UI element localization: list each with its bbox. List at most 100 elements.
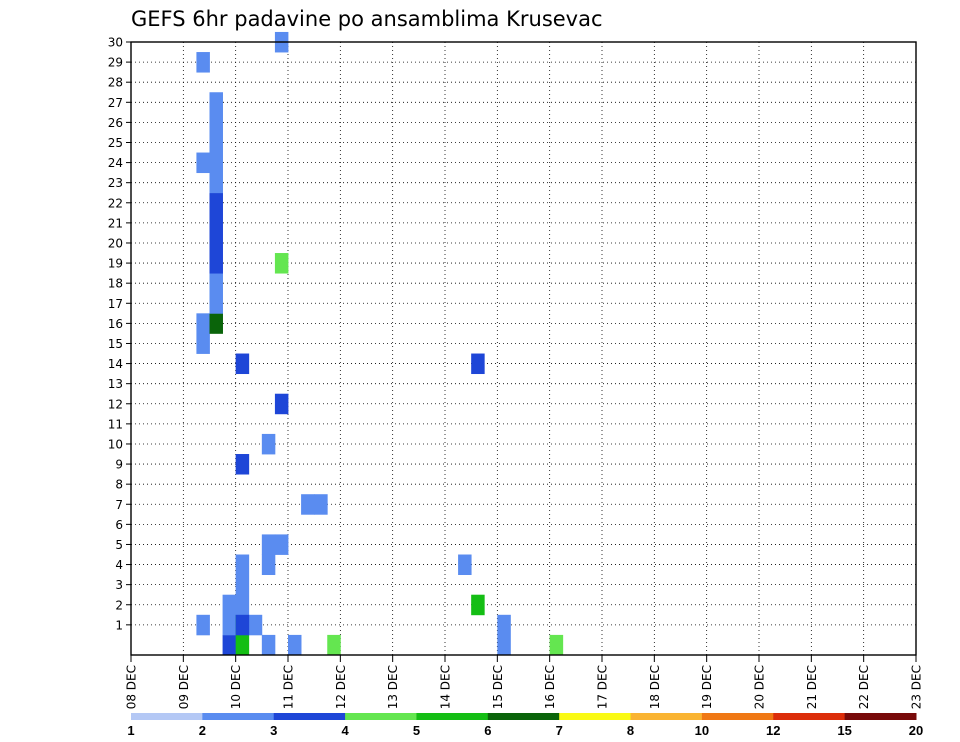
y-tick-label: 18 [108,277,123,291]
x-tick-label: 21 DEC [805,665,819,709]
x-axis: 08 DEC 09 DEC 10 DEC 11 DEC 12 DEC 13 DEC 14 D… [125,655,924,709]
heatmap-cell [549,634,564,656]
y-tick-label: 5 [115,538,123,552]
y-tick-label: 6 [115,518,123,532]
heatmap-cell [274,393,289,415]
heatmap-cell [196,152,210,174]
colorbar-segment [701,713,774,720]
y-tick-label: 26 [108,116,123,130]
x-tick-label: 14 DEC [439,665,453,709]
heatmap-cell [301,494,315,515]
colorbar-label: 4 [341,723,349,738]
chart-title: GEFS 6hr padavine po ansamblima Krusevac [131,7,603,31]
heatmap-cell [261,534,276,555]
y-tick-label: 17 [108,297,123,311]
heatmap-cell [196,313,210,354]
heatmap-cell [235,614,250,636]
heatmap-cell [209,273,223,314]
x-tick-label: 18 DEC [648,665,662,709]
x-tick-label: 08 DEC [125,665,139,709]
y-tick-label: 7 [115,498,123,512]
y-tick-label: 14 [108,357,123,371]
colorbar-label: 8 [627,723,634,738]
x-tick-label: 23 DEC [910,665,924,709]
x-tick-label: 20 DEC [753,665,767,709]
heatmap-cells [183,31,564,656]
heatmap-cell [235,554,250,616]
y-tick-label: 20 [108,236,123,250]
colorbar-segment [202,713,275,720]
colorbar-label: 7 [556,723,563,738]
colorbar-label: 12 [766,723,780,738]
y-tick-label: 1 [115,618,123,632]
y-tick-label: 2 [115,598,123,612]
y-tick-label: 28 [108,76,123,90]
colorbar-label: 3 [270,723,277,738]
x-tick-label: 22 DEC [857,665,871,709]
x-tick-label: 10 DEC [229,665,243,709]
heatmap-cell [458,554,472,576]
x-tick-label: 13 DEC [386,665,400,709]
heatmap-cell [471,594,485,616]
colorbar-segment [559,713,632,720]
colorbar-label: 2 [199,723,206,738]
y-tick-label: 22 [108,196,123,210]
y-tick-label: 27 [108,96,123,110]
heatmap-cell [314,494,328,515]
heatmap-cell [274,253,289,274]
heatmap-cell [288,634,302,656]
y-tick-label: 10 [108,437,123,451]
colorbar-segment [416,713,489,720]
heatmap-cell [235,454,250,475]
heatmap-cell [209,192,223,274]
heatmap-cell [261,433,276,455]
x-tick-label: 17 DEC [596,665,610,709]
heatmap-cell [196,614,210,636]
y-tick-label: 29 [108,56,123,70]
y-tick-label: 24 [108,156,123,170]
colorbar: 1 2 3 4 5 6 7 8 10 12 15 20 [127,713,923,738]
y-tick-label: 8 [115,478,123,492]
heatmap-cell [209,313,223,334]
heatmap-cell [497,614,511,656]
colorbar-segment [487,713,560,720]
y-tick-label: 3 [115,578,123,592]
heatmap-cell [222,634,237,656]
heatmap-cell [209,92,223,194]
colorbar-segment [844,713,917,720]
colorbar-segment [630,713,703,720]
y-tick-label: 9 [115,458,123,472]
colorbar-label: 5 [413,723,420,738]
heatmap-cell [261,634,276,656]
colorbar-label: 15 [837,723,851,738]
x-tick-label: 19 DEC [700,665,714,709]
colorbar-label: 6 [484,723,491,738]
colorbar-segment [773,713,846,720]
heatmap-cell [274,534,289,555]
y-tick-label: 4 [115,558,123,572]
x-tick-label: 11 DEC [282,665,296,709]
heatmap-cell [471,353,485,375]
y-tick-label: 30 [108,36,123,50]
y-tick-label: 16 [108,317,123,331]
x-tick-label: 16 DEC [543,665,557,709]
heatmap-cell [222,594,237,636]
x-tick-label: 12 DEC [334,665,348,709]
y-tick-label: 21 [108,216,123,230]
colorbar-segment [131,713,203,720]
heatmap-cell [327,634,341,656]
colorbar-label: 10 [695,723,709,738]
x-tick-label: 09 DEC [177,665,191,709]
colorbar-label: 20 [909,723,923,738]
y-axis: 1234567891011121314151617181920212223242… [108,36,131,632]
x-tick-label: 15 DEC [491,665,505,709]
y-tick-label: 25 [108,136,123,150]
y-tick-label: 13 [108,377,123,391]
y-tick-label: 15 [108,337,123,351]
heatmap-cell [261,554,276,576]
y-tick-label: 12 [108,397,123,411]
y-tick-label: 19 [108,257,123,271]
colorbar-segment [345,713,417,720]
colorbar-label: 1 [127,723,134,738]
